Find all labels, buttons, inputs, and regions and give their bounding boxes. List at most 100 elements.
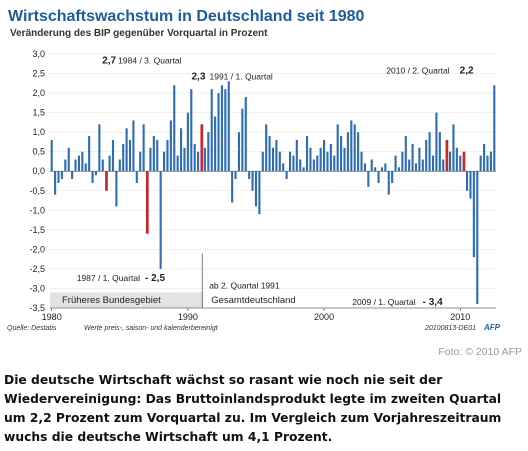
- bar: [397, 167, 401, 172]
- bar: [248, 171, 251, 180]
- y-tick-label: -1,0: [29, 205, 45, 215]
- source-label: Quelle: Destatis: [7, 325, 57, 332]
- bar: [431, 155, 435, 172]
- chart-subtitle: Veränderung des BIP gegenüber Vorquartal…: [10, 28, 268, 39]
- bar: [261, 151, 264, 172]
- bar: [333, 155, 336, 172]
- bar: [207, 132, 210, 172]
- bar: [91, 171, 94, 183]
- bar: [309, 147, 312, 172]
- bar: [459, 155, 462, 172]
- bar: [295, 139, 298, 172]
- highlight-bar: [462, 151, 466, 172]
- bar: [370, 159, 373, 172]
- region-all-label: Gesamtdeutschland: [211, 295, 296, 306]
- bar: [231, 171, 234, 203]
- bar: [268, 136, 271, 172]
- caption-text: Die deutsche Wirtschaft wächst so rasant…: [4, 373, 502, 444]
- axis-ticks: 3,0 2,5 2,0 1,5 1,0 0,5 0,0 -0,5 -1,0 -1,5 -2,0 -2,…: [29, 49, 496, 322]
- bar: [186, 112, 189, 172]
- bar: [180, 128, 183, 172]
- bar: [132, 120, 135, 172]
- highlight-label: 1984 / 3. Quartal: [118, 56, 181, 66]
- bar: [77, 155, 80, 172]
- bar: [241, 108, 244, 172]
- bar: [190, 89, 193, 172]
- bar: [156, 139, 159, 172]
- bar: [288, 151, 292, 172]
- y-tick-label: 0,5: [32, 147, 45, 157]
- y-tick-label: -3,0: [29, 283, 45, 293]
- region-west-band: [50, 292, 204, 308]
- afp-logo: AFP: [483, 323, 501, 332]
- bar: [282, 163, 285, 172]
- bar: [350, 120, 353, 172]
- bar: [115, 171, 118, 207]
- bar: [483, 143, 486, 172]
- bars: [50, 81, 496, 305]
- bar: [214, 116, 217, 172]
- bar: [486, 155, 489, 172]
- bar: [258, 171, 261, 215]
- bar: [139, 151, 142, 172]
- bar: [71, 171, 74, 180]
- y-tick-label: -0,5: [29, 186, 45, 196]
- bar: [323, 139, 326, 172]
- bar: [135, 171, 138, 183]
- bar: [346, 132, 349, 172]
- bar: [237, 132, 241, 172]
- bar: [183, 147, 186, 172]
- bar: [122, 143, 125, 172]
- bar: [408, 159, 411, 172]
- highlight-label: 2010 / 2. Quartal: [386, 65, 449, 75]
- bar: [118, 159, 121, 172]
- bar: [302, 167, 305, 172]
- bar: [319, 147, 322, 172]
- bar: [101, 159, 104, 172]
- bar: [128, 139, 132, 172]
- bar: [54, 171, 57, 195]
- bar: [387, 171, 390, 195]
- bar: [210, 89, 213, 172]
- bar: [305, 136, 309, 172]
- bar: [476, 171, 479, 305]
- bar: [67, 147, 70, 172]
- bar: [353, 124, 356, 172]
- bar: [357, 132, 360, 172]
- bar: [57, 171, 60, 183]
- y-tick-label: 2,5: [32, 69, 45, 79]
- bar: [414, 163, 418, 172]
- bar: [234, 171, 237, 180]
- highlight-label: 1987 / 1. Quartal: [77, 273, 140, 283]
- bar: [292, 155, 295, 172]
- chart-title: Wirtschaftswachstum in Deutschland seit …: [8, 8, 365, 25]
- bar: [169, 120, 172, 172]
- highlight-label: 2009 / 1. Quartal: [352, 297, 415, 307]
- bar: [84, 163, 87, 172]
- bar: [64, 159, 67, 172]
- x-tick-label: 1980: [42, 312, 62, 322]
- bar: [227, 81, 230, 172]
- note-label: Werte preis-, saison- und kalenderberein…: [84, 325, 219, 332]
- y-tick-label: 0,0: [32, 166, 45, 176]
- bar: [316, 155, 319, 172]
- bar: [336, 124, 339, 172]
- bar: [435, 112, 438, 172]
- bar: [166, 139, 169, 172]
- bar: [312, 159, 315, 172]
- bar: [326, 151, 329, 172]
- x-tick-label: 1990: [178, 312, 198, 322]
- bar: [220, 85, 223, 172]
- bar: [111, 139, 115, 172]
- highlight-bar: [200, 124, 204, 172]
- x-tick-label: 2010: [450, 312, 470, 322]
- y-tick-label: 2,0: [32, 88, 45, 98]
- bar: [197, 151, 200, 172]
- highlight-label: 1991 / 1. Quartal: [210, 71, 273, 81]
- bar: [452, 124, 455, 172]
- bar: [421, 159, 424, 172]
- bar: [125, 128, 128, 172]
- bar: [384, 163, 387, 172]
- highlight-value: - 2,5: [145, 273, 165, 284]
- bar: [275, 139, 278, 172]
